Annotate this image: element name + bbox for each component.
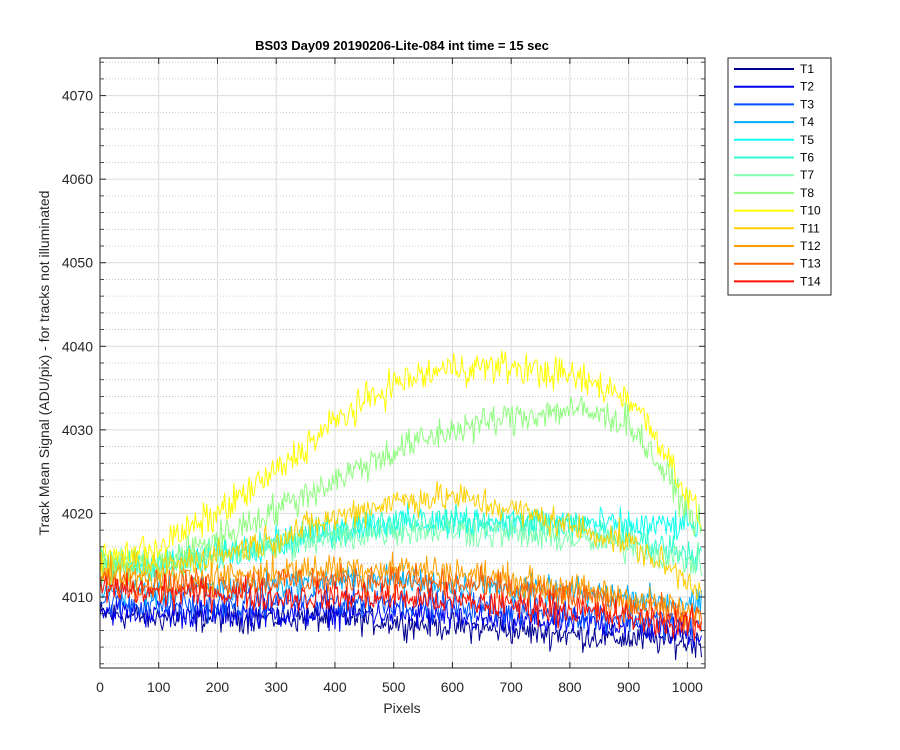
legend-label-t14: T14 [800, 274, 821, 288]
legend-label-t10: T10 [800, 204, 821, 218]
x-tick-label: 1000 [672, 679, 703, 695]
axis-ticks [99, 58, 705, 668]
y-tick-label: 4020 [62, 505, 93, 521]
series-line-t14 [100, 572, 702, 642]
y-tick-label: 4060 [62, 171, 93, 187]
series-line-t11 [100, 481, 702, 601]
legend-label-t12: T12 [800, 239, 821, 253]
x-tick-label: 400 [323, 679, 347, 695]
x-tick-label: 600 [441, 679, 465, 695]
y-tick-labels: 4010 4020 4030 4040 4050 4060 4070 [62, 88, 93, 605]
chart-title: BS03 Day09 20190206-Lite-084 int time = … [255, 38, 549, 53]
x-tick-label: 500 [382, 679, 406, 695]
y-tick-label: 4070 [62, 88, 93, 104]
x-tick-label: 0 [96, 679, 104, 695]
x-tick-label: 700 [499, 679, 523, 695]
x-tick-label: 800 [558, 679, 582, 695]
x-tick-label: 300 [265, 679, 289, 695]
x-tick-label: 100 [147, 679, 171, 695]
legend-label-t4: T4 [800, 115, 814, 129]
series-group [100, 350, 702, 661]
legend-label-t5: T5 [800, 133, 814, 147]
x-axis-label: Pixels [383, 700, 420, 716]
legend-label-t6: T6 [800, 151, 814, 165]
x-tick-label: 200 [206, 679, 230, 695]
legend: T1 T2 T3 T4 T5 T6 T7 T8 T10 T11 T12 T13 T14 [727, 57, 832, 296]
legend-label-t2: T2 [800, 80, 814, 94]
legend-label-t13: T13 [800, 257, 821, 271]
legend-label-t8: T8 [800, 186, 814, 200]
legend-label-t1: T1 [800, 62, 814, 76]
y-axis-label: Track Mean Signal (ADU/pix) - for tracks… [36, 191, 52, 536]
y-tick-label: 4050 [62, 255, 93, 271]
legend-label-t3: T3 [800, 97, 814, 111]
series-line-t10 [100, 350, 702, 578]
series-line-t3 [100, 582, 702, 641]
series-line-t2 [100, 595, 702, 648]
legend-label-t7: T7 [800, 168, 814, 182]
series-line-t13 [100, 563, 702, 635]
series-line-t7 [100, 517, 702, 578]
series-line-t8 [100, 396, 702, 583]
y-tick-label: 4030 [62, 422, 93, 438]
legend-box [727, 57, 832, 296]
x-tick-label: 900 [617, 679, 641, 695]
y-tick-label: 4040 [62, 338, 93, 354]
y-tick-label: 4010 [62, 589, 93, 605]
x-tick-labels: 0 100 200 300 400 500 600 700 800 900 1000 [96, 679, 703, 695]
legend-label-t11: T11 [800, 221, 820, 235]
series-layer [100, 350, 702, 661]
